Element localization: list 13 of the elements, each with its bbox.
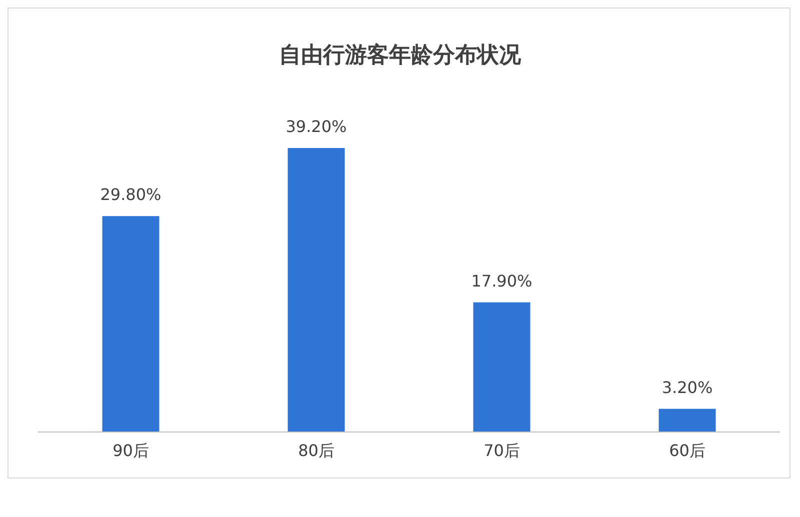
data-label: 29.80% bbox=[100, 185, 162, 204]
data-label: 3.20% bbox=[662, 378, 713, 397]
bar bbox=[102, 216, 160, 432]
bar bbox=[658, 408, 716, 432]
data-label: 17.90% bbox=[471, 271, 532, 290]
x-tick-label: 70后 bbox=[484, 441, 520, 460]
x-tick-label: 90后 bbox=[112, 441, 149, 460]
data-label: 39.20% bbox=[286, 117, 347, 136]
bar bbox=[288, 148, 345, 432]
chart-title: 自由行游客年龄分布状况 bbox=[279, 42, 522, 68]
x-tick-label: 80后 bbox=[298, 441, 334, 460]
bar bbox=[473, 302, 530, 432]
x-tick-label: 60后 bbox=[669, 441, 706, 460]
